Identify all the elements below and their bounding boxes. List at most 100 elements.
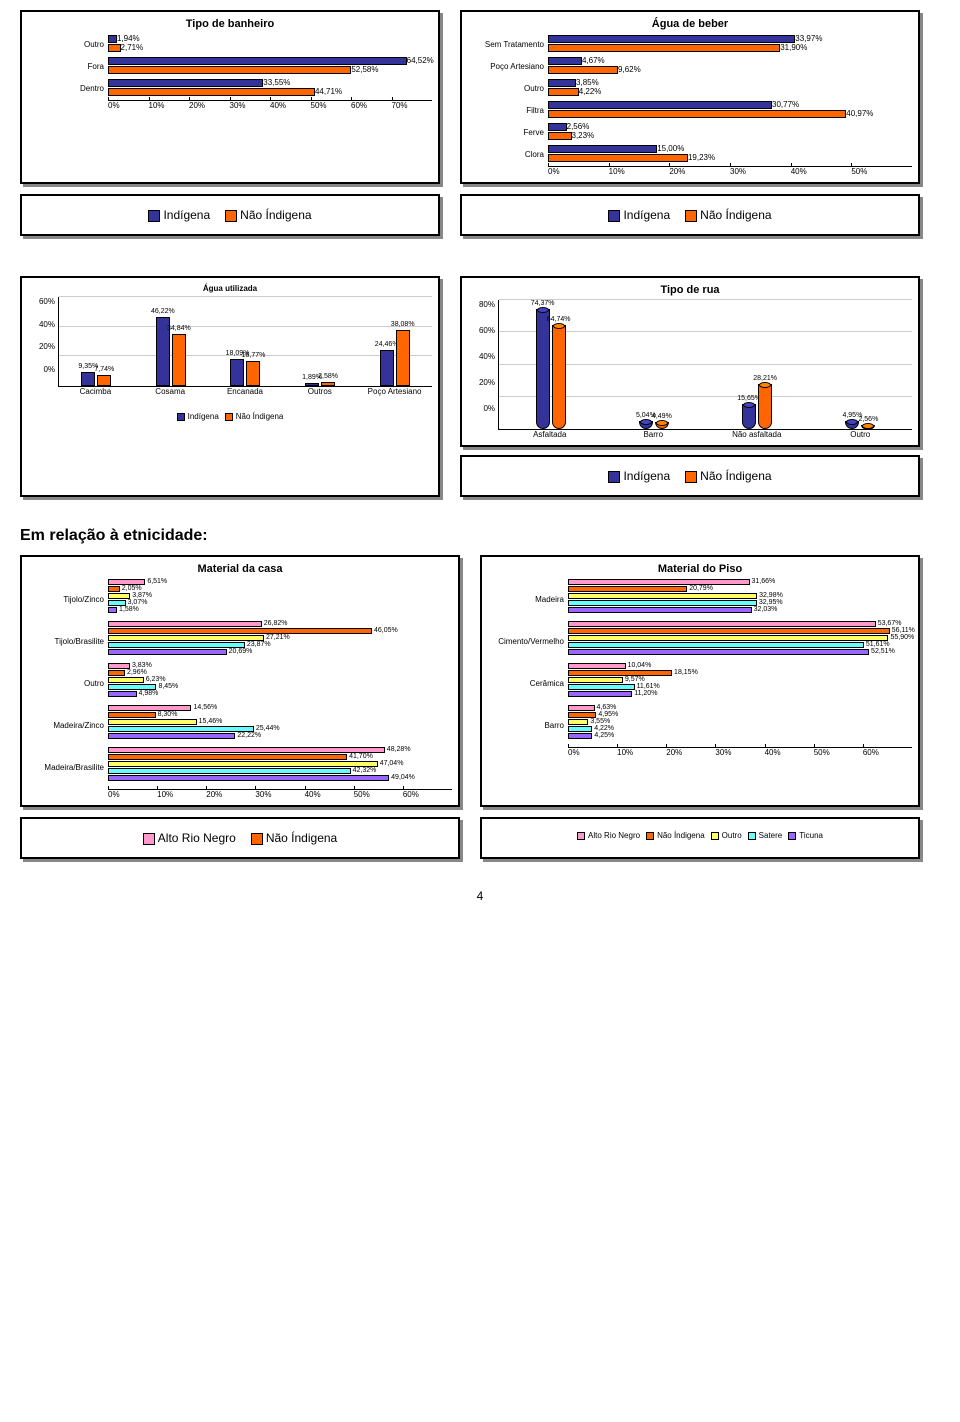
bar: 5,04% (639, 421, 653, 429)
bar (568, 677, 623, 683)
bar: 38,08% (396, 330, 410, 386)
bar: 7,74% (97, 375, 111, 386)
bar (568, 663, 626, 669)
value-label: 33,97% (795, 34, 822, 43)
bar (568, 593, 757, 599)
bar (108, 642, 245, 648)
chart-title: Água utilizada (28, 284, 432, 293)
legend-item: Não Índigena (251, 831, 337, 845)
value-label: 8,30% (158, 711, 178, 718)
bar (568, 635, 888, 641)
x-tick: 20% (666, 748, 715, 757)
category-label: Dentro (28, 84, 108, 93)
legend-item: Não Índigena (225, 208, 311, 222)
category-label: Tijolo/Brasilite (28, 637, 108, 646)
bar (568, 600, 757, 606)
value-label: 16,77% (242, 352, 266, 359)
legend-item: Alto Rio Negro (143, 831, 236, 845)
value-label: 22,22% (237, 732, 261, 739)
x-tick: 50% (851, 167, 912, 176)
category-label: Clora (468, 150, 548, 159)
x-tick: 50% (311, 101, 352, 110)
chart-plot: Tijolo/Zinco6,51%2,05%3,87%3,07%1,58%Tij… (28, 579, 452, 787)
legend-swatch (685, 210, 697, 222)
legend-label: Não Índigena (266, 831, 337, 845)
x-tick: 0% (548, 167, 609, 176)
category-label: Asfaltada (498, 430, 602, 439)
bar: 2,58% (321, 382, 335, 386)
legend-panel: Indígena Não Índigena (20, 194, 440, 236)
category-label: Madeira/Zinco (28, 721, 108, 730)
bar (108, 635, 264, 641)
value-label: 4,67% (582, 56, 605, 65)
value-label: 4,95% (598, 711, 618, 718)
value-label: 9,62% (618, 65, 641, 74)
bar: 18,09% (230, 359, 244, 386)
legend-label: Outro (722, 831, 742, 840)
legend-swatch (685, 471, 697, 483)
category-label: Outro (28, 679, 108, 688)
bar (108, 761, 378, 767)
bar (108, 691, 137, 697)
value-label: 3,07% (128, 599, 148, 606)
bar (568, 691, 632, 697)
bar: 24,46% (380, 350, 394, 386)
bar (568, 726, 592, 732)
bar: 9,35% (81, 372, 95, 386)
value-label: 2,56% (858, 416, 878, 423)
value-label: 46,22% (151, 308, 175, 315)
value-label: 4,22% (594, 725, 614, 732)
legend-item: Indígena (608, 208, 670, 222)
bar (548, 35, 795, 43)
value-label: 56,11% (892, 627, 915, 634)
value-label: 3,83% (132, 662, 152, 669)
value-label: 3,87% (132, 592, 152, 599)
bar (548, 44, 780, 52)
value-label: 18,15% (674, 669, 698, 676)
bar (548, 79, 576, 87)
legend-item: Não Índigena (685, 208, 771, 222)
value-label: 6,23% (146, 676, 166, 683)
value-label: 4,98% (139, 690, 159, 697)
bar (108, 719, 197, 725)
bar (108, 607, 117, 613)
x-axis: 0%10%20%30%40%50% (548, 166, 912, 176)
x-tick: 0% (108, 790, 157, 799)
legend: IndígenaNão Índigena (28, 406, 432, 427)
value-label: 31,90% (780, 43, 807, 52)
legend-item: Não Índigena (685, 469, 771, 483)
value-label: 32,03% (754, 606, 778, 613)
bar (108, 705, 191, 711)
value-label: 32,98% (759, 592, 783, 599)
value-label: 4,49% (652, 413, 672, 420)
section-heading: Em relação à etnicidade: (20, 527, 940, 545)
value-label: 14,56% (193, 704, 217, 711)
bar (548, 57, 582, 65)
bar (108, 628, 372, 634)
bar (108, 35, 117, 43)
value-label: 20,79% (689, 585, 713, 592)
legend-item: Indígena (148, 208, 210, 222)
legend: IndígenaNão Índigena (468, 463, 912, 489)
value-label: 23,87% (247, 641, 271, 648)
category-label: Outros (282, 387, 357, 396)
bar (548, 123, 567, 131)
legend-label: Não Índigena (700, 469, 771, 483)
y-tick: 60% (468, 326, 498, 352)
legend-panel: Indígena Não Índigena (460, 194, 920, 236)
value-label: 9,57% (625, 676, 645, 683)
x-tick: 20% (206, 790, 255, 799)
value-label: 44,71% (315, 87, 342, 96)
x-tick: 10% (617, 748, 666, 757)
x-tick: 40% (791, 167, 852, 176)
chart-tipo-banheiro: Tipo de banheiro Outro1,94%2,71%Fora64,5… (20, 10, 440, 184)
legend-item: Satere (748, 831, 783, 840)
legend: Indígena Não Índigena (28, 202, 432, 228)
x-tick: 40% (305, 790, 354, 799)
y-tick: 0% (28, 365, 58, 388)
chart-title: Material da casa (28, 563, 452, 575)
value-label: 3,85% (576, 78, 599, 87)
legend-panel: IndígenaNão Índigena (460, 455, 920, 497)
value-label: 10,04% (628, 662, 652, 669)
bar (108, 66, 351, 74)
